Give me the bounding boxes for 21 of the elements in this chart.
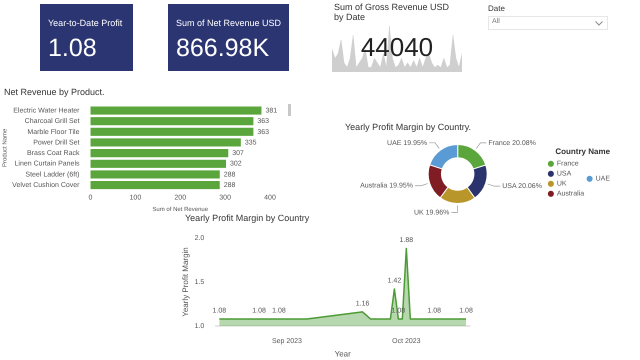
bar bbox=[90, 149, 228, 158]
bar bbox=[90, 181, 220, 190]
y-axis-title: Yearly Profit Margin bbox=[181, 247, 190, 317]
text: Sum of Net Revenue USD bbox=[176, 18, 282, 28]
chart-title: Net Revenue by Product. bbox=[4, 87, 105, 97]
text: 866.98K bbox=[176, 34, 270, 63]
text: 1.08 bbox=[48, 34, 97, 63]
text: Year-to-Date Profit bbox=[48, 18, 122, 28]
x-axis-title: Year bbox=[334, 349, 352, 358]
bar bbox=[90, 128, 254, 136]
bar bbox=[90, 160, 226, 168]
bar bbox=[90, 106, 262, 115]
text: Date bbox=[488, 4, 505, 13]
bar bbox=[90, 170, 220, 178]
annotation: 44040 bbox=[360, 32, 434, 62]
bar bbox=[90, 138, 241, 147]
chart-title: Yearly Profit Margin by Country. bbox=[345, 122, 472, 132]
bar bbox=[90, 117, 254, 126]
legend-title: Country Name bbox=[555, 146, 611, 156]
chart-title: Sum of Gross Revenue USD by Date bbox=[334, 2, 450, 22]
chart-title: Yearly Profit Margin by Country bbox=[185, 213, 310, 223]
